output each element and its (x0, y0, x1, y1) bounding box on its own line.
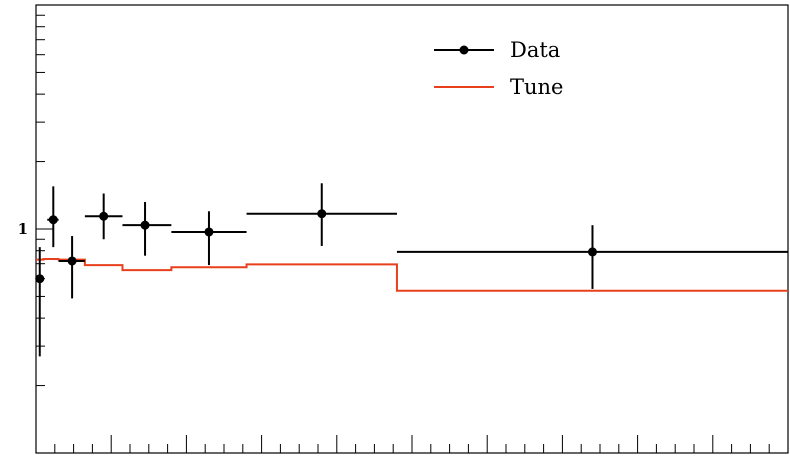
data-point (122, 201, 172, 256)
legend-data-label: Data (510, 38, 560, 62)
data-marker (35, 274, 45, 284)
legend-tune-label: Tune (510, 75, 563, 99)
data-marker (99, 211, 109, 221)
tune-series (36, 257, 788, 292)
data-series (35, 183, 788, 357)
data-point (58, 236, 85, 299)
plot-frame (35, 4, 789, 454)
tune-step-line (36, 257, 788, 292)
legend-data-marker (459, 45, 469, 55)
data-point (396, 225, 788, 289)
data-marker (140, 220, 150, 230)
data-point (47, 186, 59, 248)
data-marker (587, 247, 597, 257)
data-marker (204, 227, 214, 237)
data-point (171, 211, 247, 266)
data-point (246, 183, 397, 246)
y-axis-ticks: 1 (18, 14, 54, 387)
data-point (35, 247, 45, 357)
data-marker (317, 209, 327, 219)
legend: Data Tune (434, 38, 563, 99)
data-marker (48, 215, 58, 225)
y-tick-label: 1 (18, 220, 28, 238)
x-axis-ticks (54, 435, 770, 453)
data-marker (67, 256, 77, 266)
data-point (84, 193, 123, 240)
